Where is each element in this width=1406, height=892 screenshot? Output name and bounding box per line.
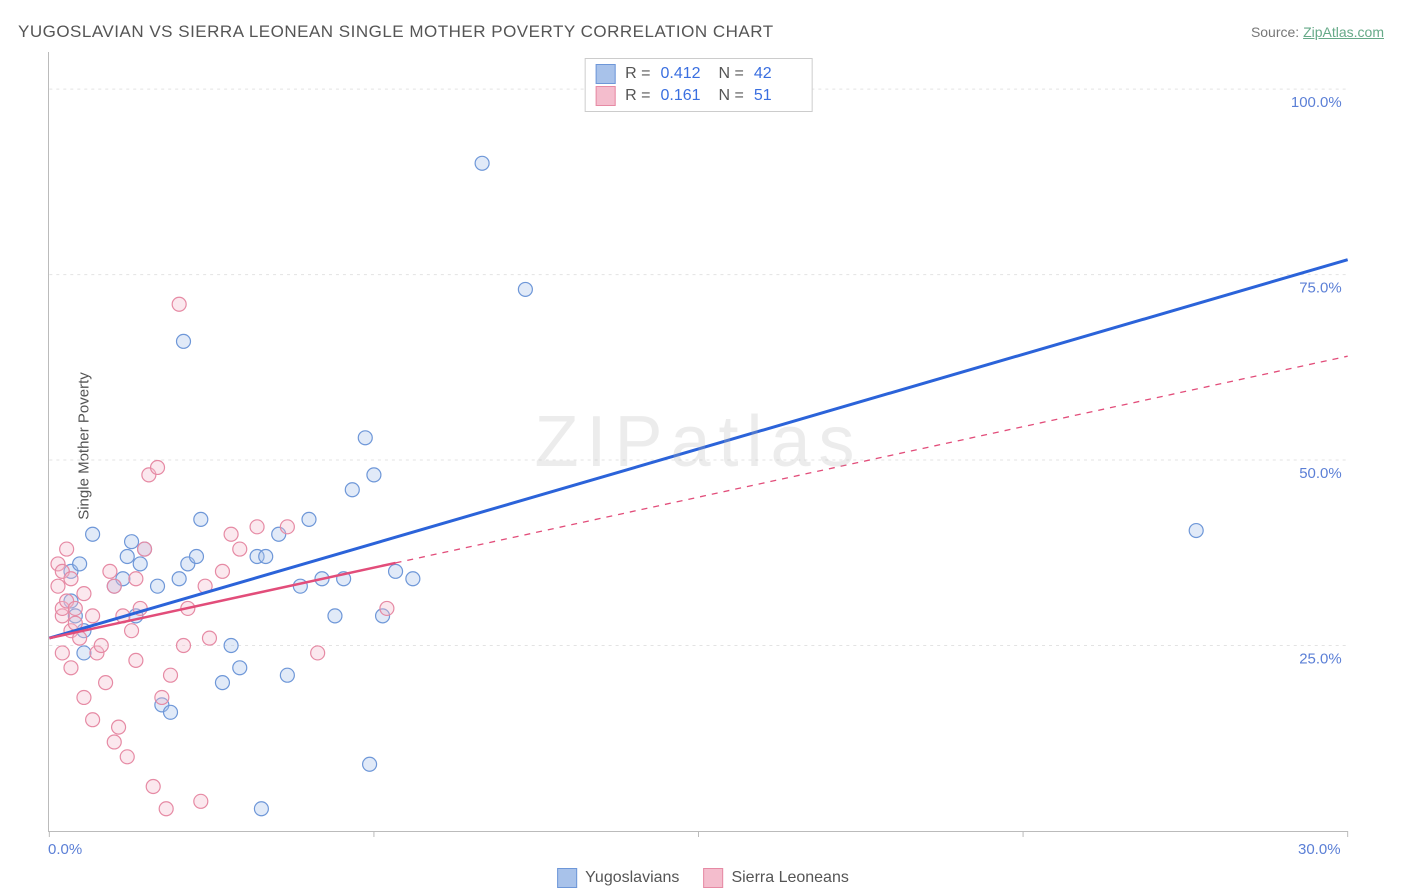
data-point [215, 564, 229, 578]
r-value-1: 0.412 [661, 65, 709, 83]
data-point [151, 460, 165, 474]
data-point [64, 572, 78, 586]
data-point [129, 572, 143, 586]
legend-bottom: Yugoslavians Sierra Leoneans [557, 868, 849, 888]
legend-label-2: Sierra Leoneans [731, 869, 848, 887]
data-point [302, 512, 316, 526]
data-point [358, 431, 372, 445]
data-point [94, 639, 108, 653]
data-point [77, 646, 91, 660]
data-point [125, 535, 139, 549]
data-point [406, 572, 420, 586]
chart-title: YUGOSLAVIAN VS SIERRA LEONEAN SINGLE MOT… [18, 22, 774, 42]
y-tick-label: 75.0% [1299, 280, 1341, 297]
data-point [177, 639, 191, 653]
data-point [133, 557, 147, 571]
plot-svg: 25.0% 50.0% 75.0% 100.0% [49, 52, 1348, 831]
swatch-series-2 [595, 86, 615, 106]
data-point [129, 653, 143, 667]
data-point [138, 542, 152, 556]
data-point [280, 520, 294, 534]
data-point [51, 579, 65, 593]
swatch-series-1 [595, 64, 615, 84]
data-point [215, 676, 229, 690]
data-point [73, 557, 87, 571]
data-point [311, 646, 325, 660]
data-point [280, 668, 294, 682]
data-point [103, 564, 117, 578]
data-point [250, 520, 264, 534]
data-point [233, 542, 247, 556]
legend-stats-box: R = 0.412 N = 42 R = 0.161 N = 51 [584, 58, 813, 112]
data-point [345, 483, 359, 497]
data-point [164, 668, 178, 682]
n-label-1: N = [719, 65, 744, 83]
data-point [112, 720, 126, 734]
data-point [254, 802, 268, 816]
data-point [259, 550, 273, 564]
data-point [164, 705, 178, 719]
data-point [1189, 524, 1203, 538]
source-attribution: Source: ZipAtlas.com [1251, 24, 1384, 40]
data-point [224, 639, 238, 653]
data-point [60, 542, 74, 556]
data-point [233, 661, 247, 675]
y-tick-label: 50.0% [1299, 465, 1341, 482]
data-point [86, 713, 100, 727]
data-point [99, 676, 113, 690]
data-point [155, 690, 169, 704]
r-value-2: 0.161 [661, 87, 709, 105]
legend-item-2: Sierra Leoneans [703, 868, 848, 888]
data-point [328, 609, 342, 623]
data-point [77, 587, 91, 601]
data-point [518, 282, 532, 296]
n-value-2: 51 [754, 87, 802, 105]
legend-label-1: Yugoslavians [585, 869, 679, 887]
data-point [120, 750, 134, 764]
n-label-2: N = [719, 87, 744, 105]
data-point [363, 757, 377, 771]
source-label: Source: [1251, 24, 1299, 40]
r-label-2: R = [625, 87, 650, 105]
y-tick-label: 25.0% [1299, 651, 1341, 668]
n-value-1: 42 [754, 65, 802, 83]
data-point [55, 646, 69, 660]
plot-area: 25.0%50.0%75.0%100.0% ZIPatlas R = 0.412… [48, 52, 1348, 832]
legend-stats-row-1: R = 0.412 N = 42 [595, 63, 802, 85]
data-point [107, 735, 121, 749]
trend-line [49, 260, 1347, 638]
data-point [380, 601, 394, 615]
data-point [177, 334, 191, 348]
data-point [68, 601, 82, 615]
data-point [64, 661, 78, 675]
y-tick-label: 100.0% [1291, 94, 1342, 111]
data-point [389, 564, 403, 578]
legend-item-1: Yugoslavians [557, 868, 679, 888]
legend-swatch-2 [703, 868, 723, 888]
data-point [172, 572, 186, 586]
data-point [151, 579, 165, 593]
data-point [107, 579, 121, 593]
data-point [120, 550, 134, 564]
data-point [224, 527, 238, 541]
data-point [367, 468, 381, 482]
legend-swatch-1 [557, 868, 577, 888]
data-point [475, 156, 489, 170]
legend-stats-row-2: R = 0.161 N = 51 [595, 85, 802, 107]
data-point [86, 609, 100, 623]
data-point [77, 690, 91, 704]
data-point [146, 779, 160, 793]
data-point [189, 550, 203, 564]
data-point [172, 297, 186, 311]
source-link[interactable]: ZipAtlas.com [1303, 24, 1384, 40]
x-tick-label: 0.0% [48, 841, 82, 858]
data-point [194, 512, 208, 526]
data-point [202, 631, 216, 645]
r-label-1: R = [625, 65, 650, 83]
data-point [194, 794, 208, 808]
data-point [125, 624, 139, 638]
data-point [159, 802, 173, 816]
data-point [86, 527, 100, 541]
x-tick-label: 30.0% [1298, 841, 1341, 858]
